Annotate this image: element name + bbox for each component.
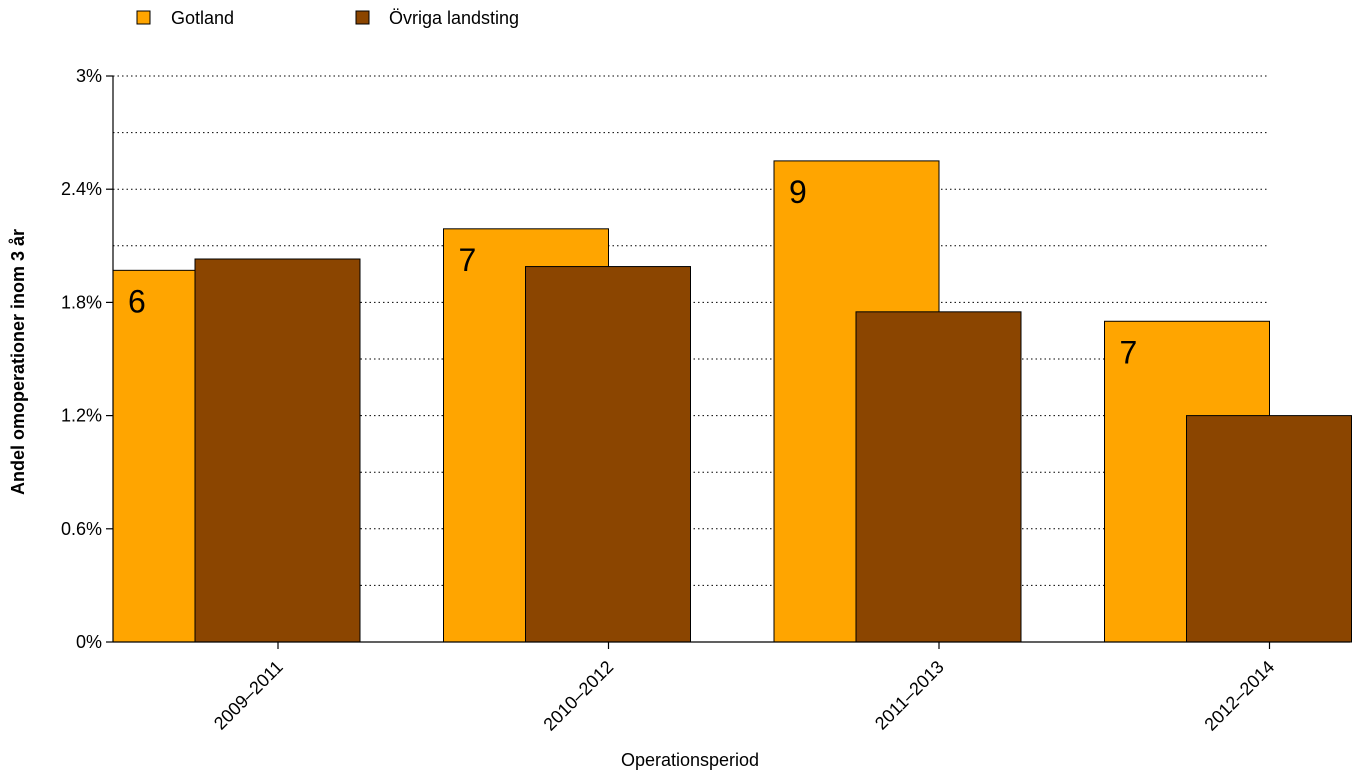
legend-label-ovriga: Övriga landsting: [389, 8, 519, 28]
x-tick-label: 2009–2011: [210, 657, 287, 734]
legend-swatch-gotland: [136, 10, 151, 25]
x-ticks: 2009–2011 2010–2012 2011–2013 2012–2014: [210, 642, 1278, 735]
bar-data-label: 7: [459, 242, 477, 278]
y-ticks: 0% 0.6% 1.2% 1.8% 2.4% 3%: [61, 66, 113, 652]
x-tick-label: 2012–2014: [1200, 657, 1278, 735]
legend-label-gotland: Gotland: [171, 8, 234, 28]
bar: [1186, 415, 1352, 643]
data-labels: 6 7 9 7: [128, 174, 1137, 370]
bar-data-label: 7: [1120, 334, 1138, 370]
y-tick-label: 2.4%: [61, 179, 102, 199]
y-axis-title: Andel omoperationer inom 3 år: [8, 229, 28, 495]
y-tick-label: 1.2%: [61, 406, 102, 426]
bar: [855, 311, 1022, 643]
y-tick-label: 0.6%: [61, 519, 102, 539]
x-tick-label: 2010–2012: [539, 657, 617, 735]
y-tick-label: 0%: [76, 632, 102, 652]
legend-swatch-ovriga: [355, 10, 370, 25]
x-axis-title: Operationsperiod: [621, 750, 759, 770]
axes: [112, 76, 1350, 643]
y-tick-label: 1.8%: [61, 292, 102, 312]
bars: [112, 160, 1352, 643]
bar: [194, 258, 361, 643]
bar-data-label: 9: [789, 174, 807, 210]
bar: [525, 266, 691, 643]
y-tick-label: 3%: [76, 66, 102, 86]
legend: Gotland Övriga landsting: [136, 8, 519, 28]
bar-data-label: 6: [128, 283, 146, 319]
x-tick-label: 2011–2013: [871, 657, 948, 734]
